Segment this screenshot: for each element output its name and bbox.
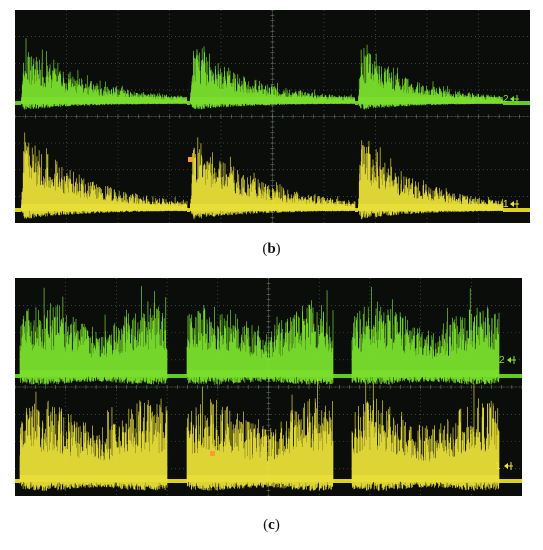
waveform-traces [15, 38, 530, 220]
trigger-marker-icon [210, 451, 215, 456]
waveform-traces [15, 286, 522, 491]
channel-1-label: 1 [495, 461, 501, 472]
channel-2-marker-icon [507, 356, 516, 364]
waveform-display-c: 2 1 [15, 278, 522, 496]
channel-1-marker-icon [510, 200, 519, 208]
channel-1-marker-icon [504, 462, 513, 470]
caption-letter-c: c [268, 517, 275, 533]
caption-b: (b) [262, 241, 281, 257]
waveform-display-b: 2 1 [15, 10, 530, 223]
channel-2-label: 2 [503, 94, 509, 105]
channel-1-label: 1 [503, 199, 509, 210]
scope-grid [15, 10, 530, 223]
oscilloscope-screen-c: 2 1 [15, 278, 522, 496]
trigger-marker-icon [188, 157, 193, 162]
channel-2-marker-icon [510, 95, 519, 103]
caption-letter-b: b [267, 241, 276, 257]
caption-c: (c) [263, 517, 280, 533]
channel-2-label: 2 [499, 355, 505, 366]
oscilloscope-screen-b: 2 1 [15, 10, 530, 223]
